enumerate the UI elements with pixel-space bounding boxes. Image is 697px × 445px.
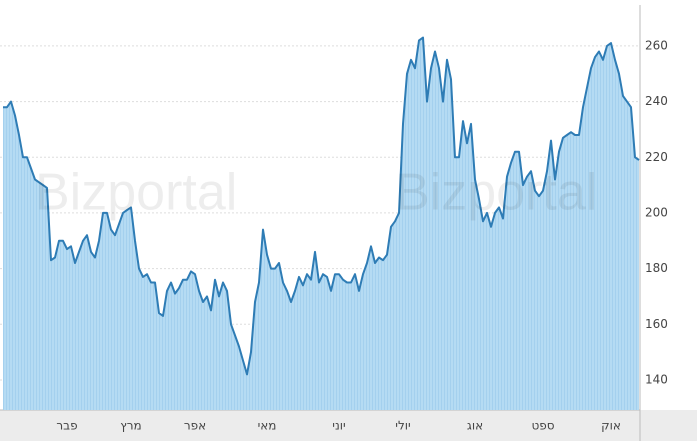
y-tick-label: 200 [645,205,668,219]
y-tick-label: 240 [645,94,668,108]
area [3,37,639,410]
x-tick-label: ספט [531,419,554,433]
x-tick-label: אוג [467,419,483,433]
watermark: Bizportal [35,164,237,222]
x-tick-label: מרץ [120,419,141,433]
x-tick-label: יולי [395,419,410,433]
y-tick-label: 180 [645,261,668,275]
y-tick-label: 220 [645,150,668,164]
y-tick-label: 160 [645,317,668,331]
x-tick-label: אפר [184,419,206,433]
line [3,36,640,376]
y-tick-label: 140 [645,372,668,386]
x-tick-label: מאי [258,419,277,433]
x-tick-label: יוני [332,419,345,433]
y-tick-label: 260 [645,38,668,52]
x-tick-label: אוק [601,419,621,433]
watermark: Bizportal [395,164,597,222]
x-tick-label: פבר [56,419,77,433]
x-axis-band [0,410,697,441]
